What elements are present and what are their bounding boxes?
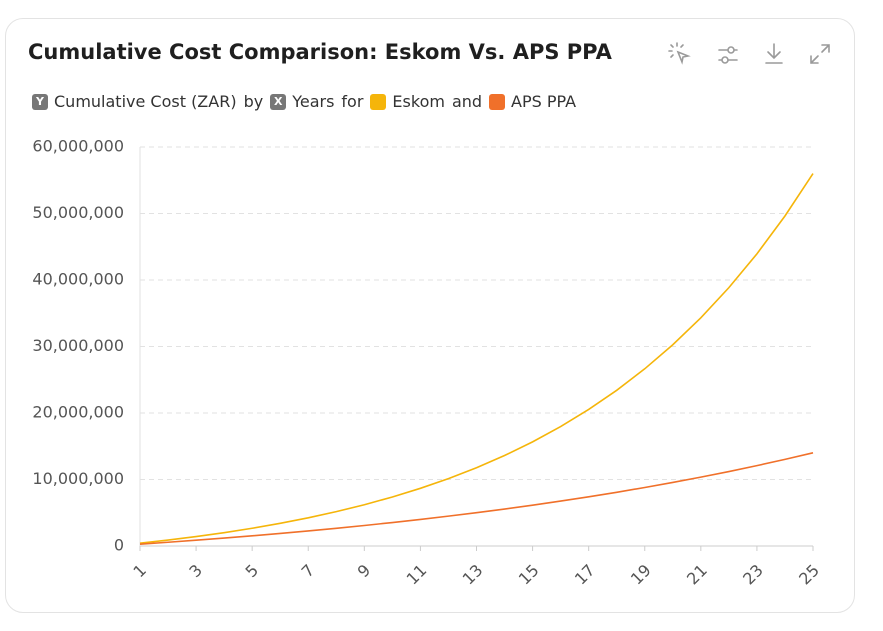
series-line: [139, 173, 814, 545]
legend-swatch: [489, 93, 506, 110]
toolbar: [668, 42, 830, 65]
legend: Y Cumulative Cost (ZAR) by X Years for Eskom an…: [32, 92, 583, 111]
x-tick-label: 9: [354, 561, 375, 582]
x-tick-label: 3: [185, 561, 206, 582]
legend-connector: for: [341, 92, 364, 111]
legend-connector: and: [451, 92, 483, 111]
y-tick-label: 60,000,000: [32, 137, 124, 156]
x-tick-label: 23: [739, 561, 767, 589]
x-axis-label: Years: [292, 92, 335, 111]
x-tick-label: 13: [459, 561, 487, 589]
y-tick-label: 10,000,000: [32, 469, 124, 488]
x-tick-label: 11: [403, 561, 431, 589]
download-icon[interactable]: [765, 43, 783, 64]
x-tick-label: 25: [795, 561, 823, 589]
series-line: [139, 452, 814, 545]
y-badge: Y: [32, 93, 48, 110]
chart-title: Cumulative Cost Comparison: Eskom Vs. AP…: [28, 40, 612, 64]
y-tick-label: 30,000,000: [32, 336, 124, 355]
legend-connector: by: [243, 92, 264, 111]
x-tick-label: 19: [627, 561, 655, 589]
x-tick-label: 5: [242, 561, 263, 582]
y-tick-label: 0: [114, 536, 124, 555]
legend-label: APS PPA: [511, 92, 577, 111]
settings-icon[interactable]: [718, 46, 738, 64]
x-badge: X: [270, 93, 287, 110]
y-tick-label: 50,000,000: [32, 203, 124, 222]
select-icon[interactable]: [668, 42, 691, 65]
y-axis-label: Cumulative Cost (ZAR): [54, 92, 237, 111]
card: [5, 18, 855, 613]
x-tick-label: 21: [683, 561, 711, 589]
x-tick-label: 7: [298, 561, 319, 582]
legend-swatch: [370, 93, 387, 110]
y-tick-label: 20,000,000: [32, 403, 124, 422]
x-tick-label: 17: [571, 561, 599, 589]
expand-icon[interactable]: [810, 44, 830, 64]
x-tick-label: 1: [129, 561, 150, 582]
y-tick-label: 40,000,000: [32, 270, 124, 289]
x-tick-label: 15: [515, 561, 543, 589]
legend-label: Eskom: [392, 92, 445, 111]
